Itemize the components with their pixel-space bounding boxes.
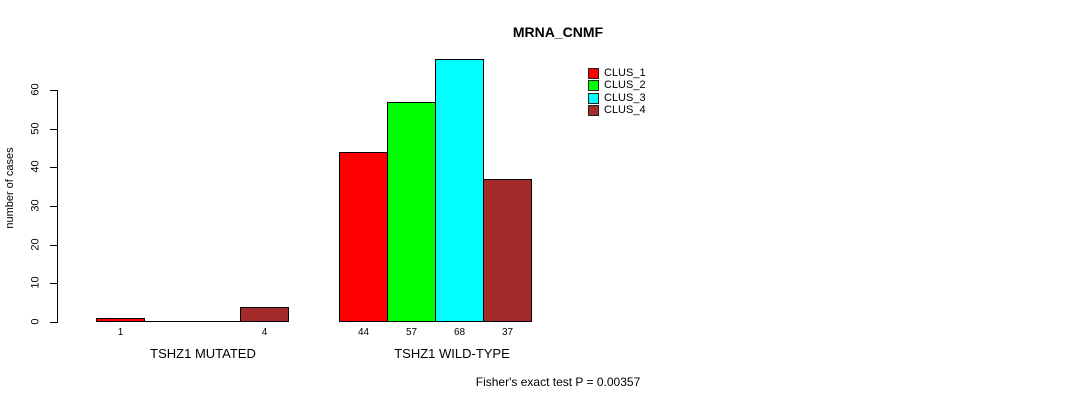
y-tick	[50, 283, 58, 284]
bar-clus_2-group2	[387, 102, 436, 322]
y-tick	[50, 206, 58, 207]
y-tick-label: 10	[29, 276, 42, 289]
chart-title: MRNA_CNMF	[512, 24, 604, 40]
legend-color-swatch	[588, 92, 599, 104]
x-group-label: TSHZ1 WILD-TYPE	[394, 346, 510, 361]
legend-color-swatch	[588, 67, 599, 79]
y-tick	[50, 245, 58, 246]
bar-clus_4-group2	[483, 179, 532, 322]
y-tick	[50, 322, 58, 323]
bar-clus_2-group1-zero	[144, 321, 193, 322]
bar-value-label: 37	[501, 327, 514, 338]
legend-item: CLUS_2	[588, 79, 646, 91]
legend-item: CLUS_3	[588, 92, 646, 104]
y-tick	[50, 129, 58, 130]
bar-value-label: 57	[405, 327, 418, 338]
bar-value-label: 68	[453, 327, 466, 338]
stat-annotation: Fisher's exact test P = 0.00357	[475, 375, 641, 389]
y-tick	[50, 90, 58, 91]
x-group-label: TSHZ1 MUTATED	[150, 346, 256, 361]
bar-value-label: 4	[261, 327, 268, 338]
y-tick-label: 0	[29, 318, 42, 325]
legend-color-swatch	[588, 104, 599, 116]
y-axis-title: number of cases	[4, 147, 16, 229]
legend-item-label: CLUS_2	[604, 78, 646, 91]
legend-item: CLUS_1	[588, 67, 646, 79]
y-tick-label: 40	[29, 160, 42, 173]
bar-clus_3-group1-zero	[192, 321, 241, 322]
y-tick-label: 20	[29, 238, 42, 251]
legend-item-label: CLUS_3	[604, 91, 646, 104]
legend-item-label: CLUS_4	[604, 103, 646, 116]
bar-clus_1-group2	[339, 152, 388, 322]
legend-item-label: CLUS_1	[604, 66, 646, 79]
bar-clus_1-group1	[96, 318, 145, 322]
y-tick-label: 30	[29, 199, 42, 212]
bar-clus_3-group2	[435, 59, 484, 322]
bar-clus_4-group1	[240, 307, 289, 322]
legend-color-swatch	[588, 79, 599, 91]
y-tick-label: 60	[29, 83, 42, 96]
y-tick-label: 50	[29, 122, 42, 135]
bar-value-label: 1	[117, 327, 124, 338]
bar-value-label: 44	[357, 327, 370, 338]
y-tick	[50, 167, 58, 168]
legend-item: CLUS_4	[588, 104, 646, 116]
